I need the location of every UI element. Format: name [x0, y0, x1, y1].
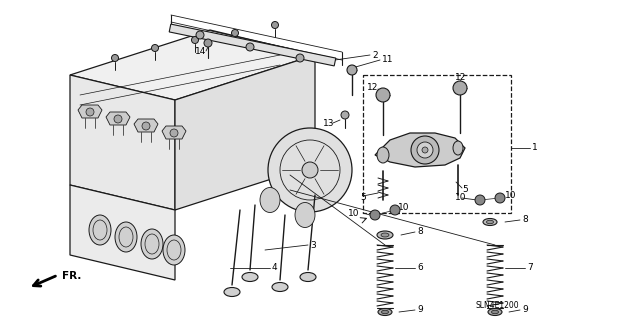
- Polygon shape: [106, 112, 130, 125]
- Ellipse shape: [381, 233, 389, 237]
- Text: 12: 12: [455, 73, 467, 83]
- Ellipse shape: [141, 229, 163, 259]
- Ellipse shape: [377, 231, 393, 239]
- Ellipse shape: [272, 283, 288, 292]
- Polygon shape: [78, 105, 102, 118]
- Circle shape: [370, 210, 380, 220]
- Ellipse shape: [492, 310, 499, 314]
- Ellipse shape: [381, 310, 388, 314]
- Ellipse shape: [483, 219, 497, 226]
- Ellipse shape: [377, 147, 389, 163]
- Ellipse shape: [453, 141, 463, 155]
- Circle shape: [495, 193, 505, 203]
- Ellipse shape: [224, 287, 240, 296]
- Circle shape: [268, 128, 352, 212]
- Polygon shape: [70, 30, 315, 100]
- Circle shape: [204, 39, 212, 47]
- Circle shape: [453, 81, 467, 95]
- Circle shape: [296, 54, 304, 62]
- Ellipse shape: [260, 188, 280, 212]
- Text: 5: 5: [360, 194, 365, 203]
- Text: 10: 10: [398, 204, 410, 212]
- Text: 3: 3: [310, 241, 316, 249]
- Text: FR.: FR.: [62, 271, 81, 281]
- Circle shape: [390, 205, 400, 215]
- Text: 8: 8: [522, 216, 528, 225]
- Text: SLN4E1200: SLN4E1200: [475, 300, 518, 309]
- Circle shape: [86, 108, 94, 116]
- Circle shape: [411, 136, 439, 164]
- Polygon shape: [169, 24, 336, 66]
- Circle shape: [475, 195, 485, 205]
- Text: 10: 10: [348, 209, 360, 218]
- Circle shape: [271, 21, 278, 28]
- Polygon shape: [375, 133, 465, 167]
- Ellipse shape: [300, 272, 316, 281]
- Circle shape: [341, 111, 349, 119]
- Text: 1: 1: [532, 144, 538, 152]
- Circle shape: [417, 142, 433, 158]
- Polygon shape: [134, 119, 158, 132]
- Ellipse shape: [378, 308, 392, 315]
- Ellipse shape: [115, 222, 137, 252]
- Circle shape: [376, 88, 390, 102]
- Text: 11: 11: [382, 56, 394, 64]
- Circle shape: [114, 115, 122, 123]
- Ellipse shape: [295, 203, 315, 227]
- Polygon shape: [175, 55, 315, 210]
- Ellipse shape: [488, 308, 502, 315]
- Polygon shape: [70, 75, 175, 210]
- Circle shape: [142, 122, 150, 130]
- Circle shape: [152, 44, 159, 51]
- Text: 7: 7: [527, 263, 532, 272]
- Text: 2: 2: [372, 50, 378, 60]
- Text: 4: 4: [272, 263, 278, 272]
- Circle shape: [302, 162, 318, 178]
- Text: 10: 10: [505, 191, 516, 201]
- Text: 13: 13: [323, 118, 335, 128]
- Text: 12: 12: [367, 83, 378, 92]
- Ellipse shape: [242, 272, 258, 281]
- Text: 6: 6: [417, 263, 423, 272]
- Text: 10: 10: [455, 194, 467, 203]
- Text: 5: 5: [462, 186, 468, 195]
- Polygon shape: [70, 185, 175, 280]
- Circle shape: [191, 36, 198, 43]
- Text: 9: 9: [417, 306, 423, 315]
- Text: 14: 14: [195, 48, 206, 56]
- Circle shape: [422, 147, 428, 153]
- Circle shape: [232, 29, 239, 36]
- Text: 8: 8: [417, 227, 423, 236]
- Bar: [363, 75, 511, 213]
- Ellipse shape: [163, 235, 185, 265]
- Ellipse shape: [486, 220, 493, 224]
- Polygon shape: [162, 126, 186, 139]
- Circle shape: [196, 31, 204, 39]
- Ellipse shape: [89, 215, 111, 245]
- Circle shape: [246, 43, 254, 51]
- Circle shape: [111, 55, 118, 62]
- Circle shape: [347, 65, 357, 75]
- Circle shape: [170, 129, 178, 137]
- Text: 9: 9: [522, 306, 528, 315]
